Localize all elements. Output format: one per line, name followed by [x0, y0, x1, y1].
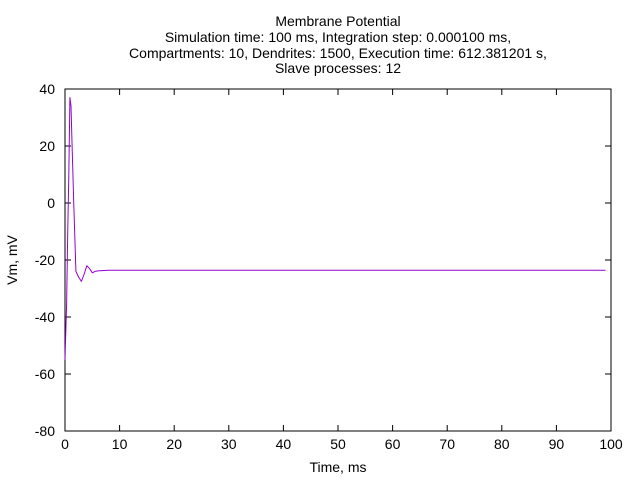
- chart-subtitle-line-3: Slave processes: 12: [275, 60, 401, 76]
- y-tick-label: 40: [39, 81, 55, 97]
- chart-subtitle-line-1: Simulation time: 100 ms, Integration ste…: [165, 29, 511, 45]
- x-tick-label: 100: [599, 436, 623, 452]
- x-tick-label: 80: [494, 436, 510, 452]
- x-tick-label: 60: [385, 436, 401, 452]
- y-tick-label: -80: [35, 423, 55, 439]
- x-tick-label: 40: [276, 436, 292, 452]
- series-group: [64, 97, 606, 360]
- y-axis-label: Vm, mV: [4, 234, 20, 284]
- x-tick-label: 70: [439, 436, 455, 452]
- y-tick-label: 20: [39, 138, 55, 154]
- x-tick-label: 30: [221, 436, 237, 452]
- y-tick-label: -20: [35, 252, 55, 268]
- y-tick-label: -40: [35, 309, 55, 325]
- y-axis-ticks: 40 20 0 -20 -40 -60 -80: [35, 81, 611, 439]
- x-tick-label: 90: [549, 436, 565, 452]
- x-tick-label: 50: [330, 436, 346, 452]
- x-axis-label: Time, ms: [309, 459, 366, 475]
- chart-subtitle-line-2: Compartments: 10, Dendrites: 1500, Execu…: [129, 45, 547, 61]
- x-tick-label: 0: [61, 436, 69, 452]
- y-tick-label: 0: [47, 195, 55, 211]
- chart-title: Membrane Potential: [275, 13, 400, 29]
- x-axis-ticks: 0 10 20 30 40 50 60 70 80 90 100: [61, 89, 623, 452]
- y-tick-label: -60: [35, 366, 55, 382]
- plot-area-border: [64, 88, 612, 432]
- x-tick-label: 10: [112, 436, 128, 452]
- membrane-potential-line: [64, 97, 606, 360]
- x-tick-label: 20: [166, 436, 182, 452]
